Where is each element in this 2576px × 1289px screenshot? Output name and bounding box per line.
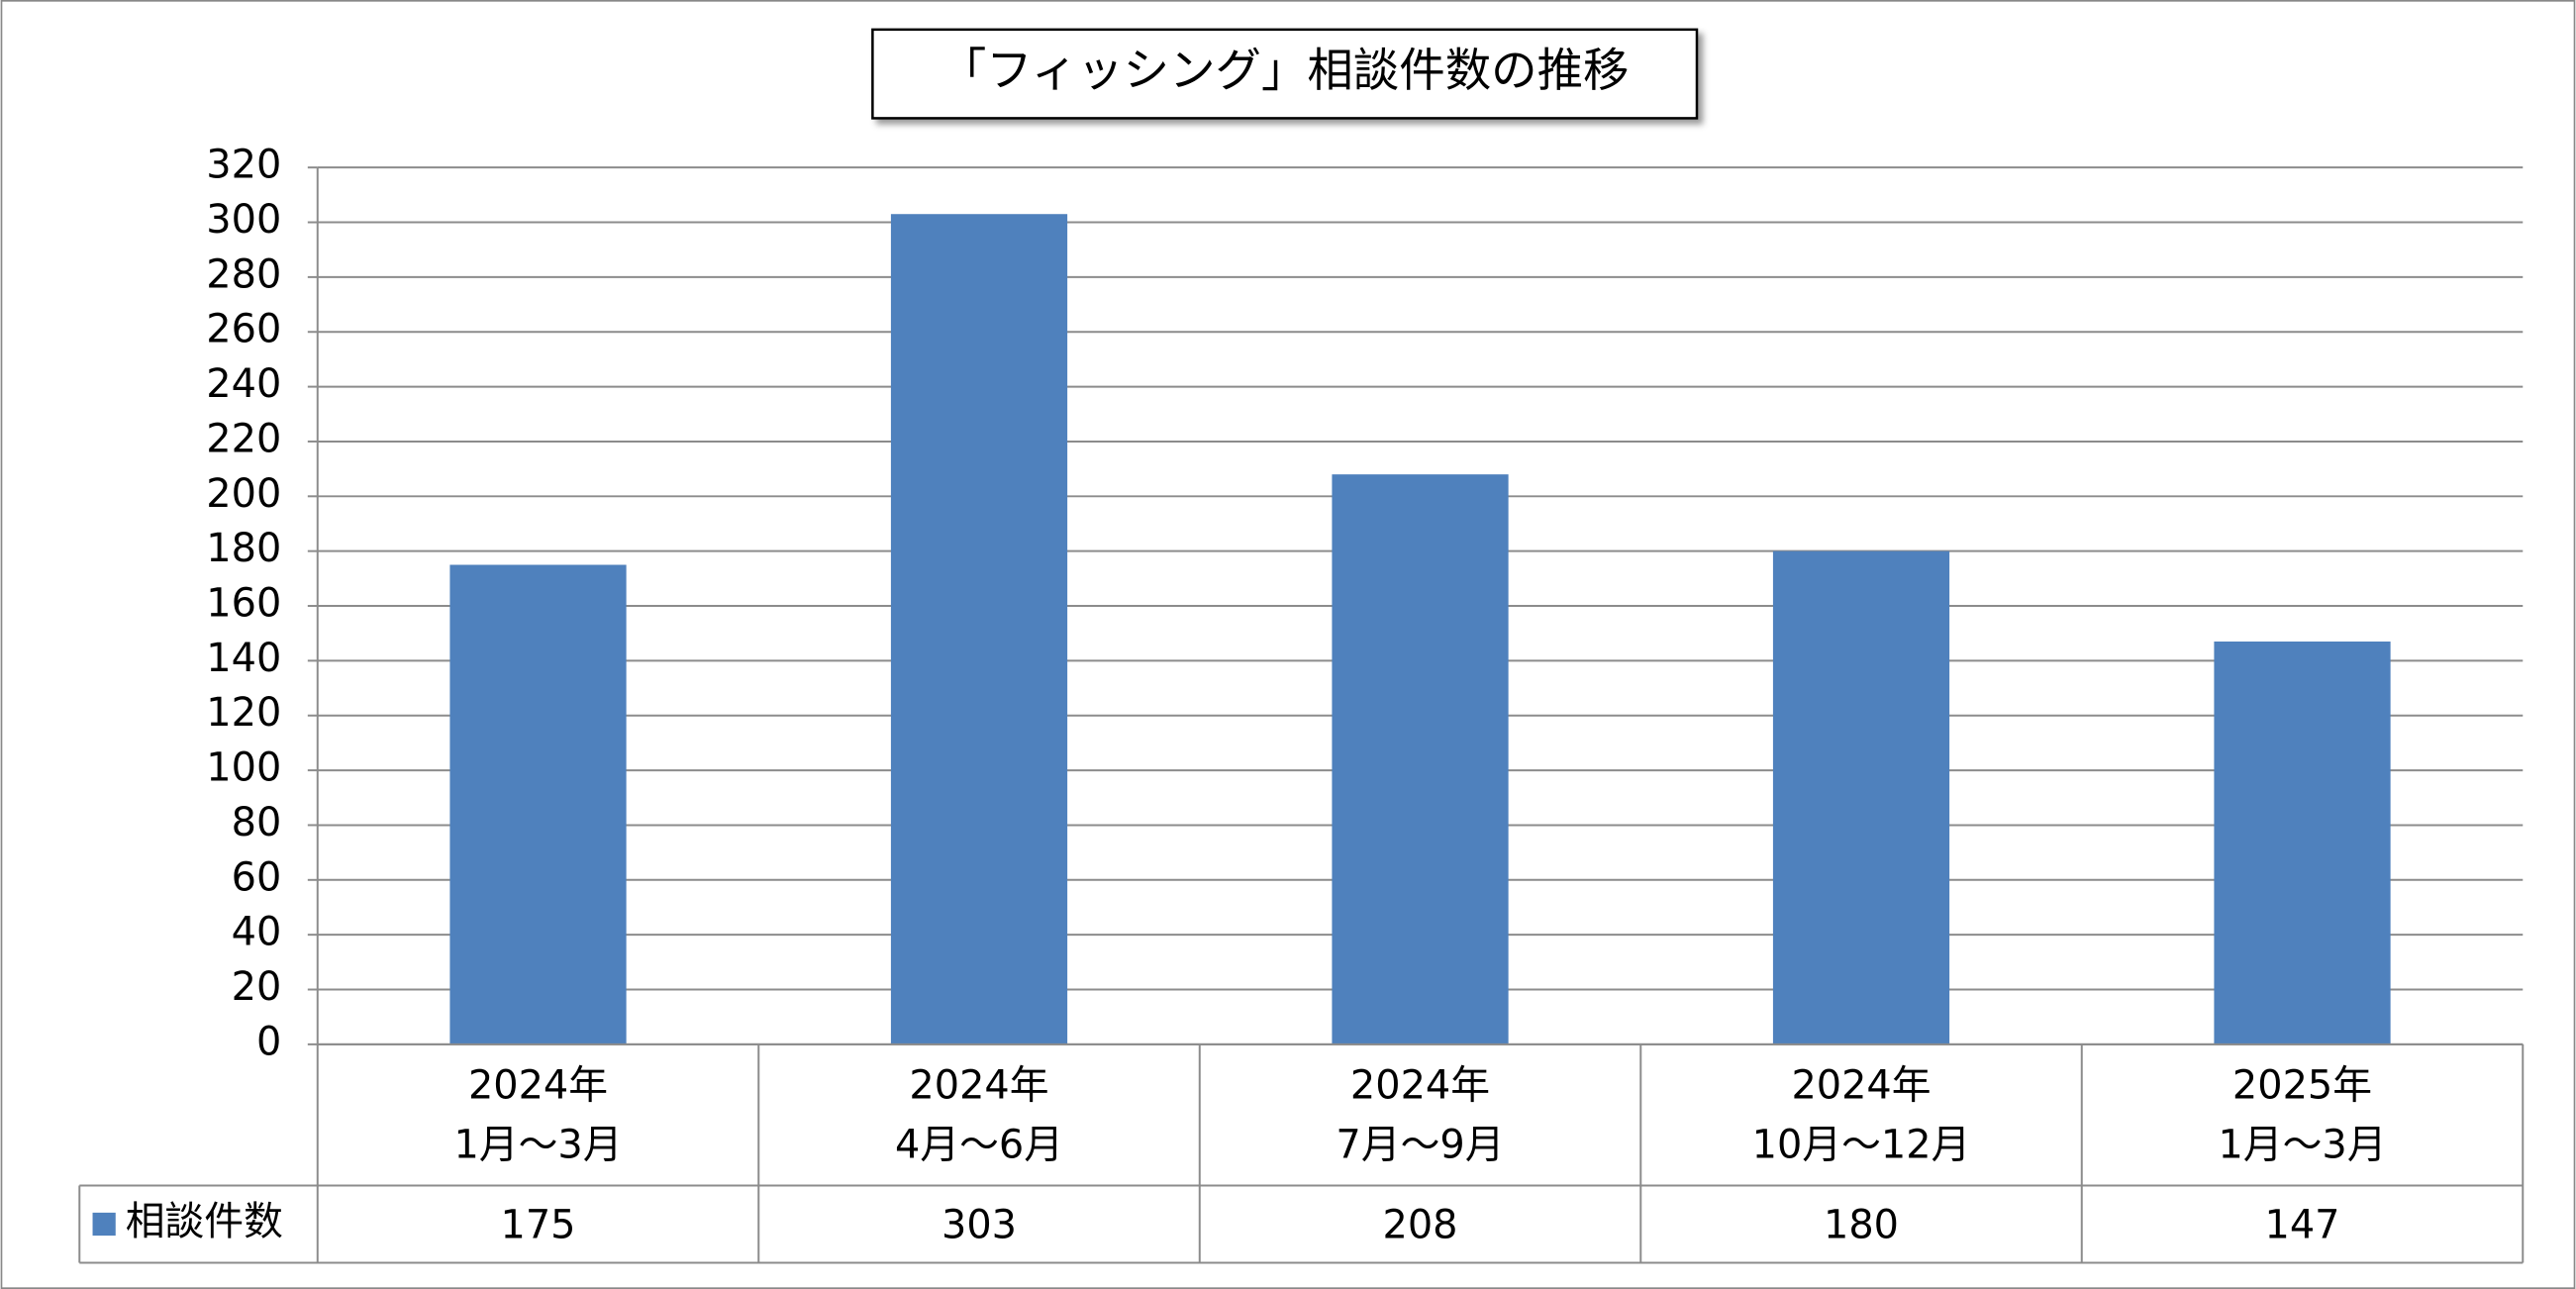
y-tick-label: 100 <box>206 745 281 791</box>
legend-swatch <box>92 1212 116 1237</box>
y-tick-label: 140 <box>206 636 281 681</box>
y-tick-label: 40 <box>232 910 282 955</box>
x-tick-label: 2024年 10月～12月 <box>1751 1062 1971 1168</box>
x-tick-label: 2024年 1月～3月 <box>453 1062 623 1168</box>
bar <box>449 564 627 1044</box>
x-tick-label: 2024年 7月～9月 <box>1336 1062 1505 1168</box>
x-tick-label-box: 2024年 7月～9月 <box>1336 1062 1505 1168</box>
y-tick-label: 0 <box>256 1019 281 1064</box>
data-table-value-box: 175 <box>500 1201 576 1247</box>
chart-title: 「フィッシング」相談件数の推移 <box>941 44 1630 97</box>
y-tick-label: 220 <box>206 416 281 461</box>
y-tick-label: 80 <box>232 800 282 845</box>
x-tick-label: 2025年 1月～3月 <box>2218 1062 2387 1168</box>
y-tick-label: 240 <box>206 361 281 407</box>
data-table-value: 208 <box>1382 1201 1458 1247</box>
y-tick-label: 120 <box>206 690 281 736</box>
y-tick-label: 160 <box>206 581 281 627</box>
legend-label: 相談件数 <box>126 1199 283 1244</box>
y-tick-label: 60 <box>232 854 282 900</box>
data-table-value-box: 147 <box>2264 1201 2340 1247</box>
y-tick-label: 180 <box>206 526 281 571</box>
data-table-value-box: 180 <box>1824 1201 1899 1247</box>
y-tick-label: 200 <box>206 471 281 517</box>
x-tick-label: 2024年 4月～6月 <box>894 1062 1064 1168</box>
data-table-value: 303 <box>941 1201 1017 1247</box>
y-tick-label: 300 <box>206 197 281 243</box>
data-table-value-box: 303 <box>941 1201 1017 1247</box>
x-tick-label-box: 2024年 4月～6月 <box>894 1062 1064 1168</box>
title-box <box>871 28 1699 120</box>
y-tick-label: 320 <box>206 143 281 188</box>
x-tick-label-box: 2025年 1月～3月 <box>2218 1062 2387 1168</box>
y-tick-label: 260 <box>206 307 281 352</box>
y-tick-label: 280 <box>206 251 281 297</box>
data-table-value: 175 <box>500 1201 576 1247</box>
y-tick-label: 20 <box>232 964 282 1010</box>
data-table-value: 147 <box>2264 1201 2340 1247</box>
bar <box>1332 474 1509 1044</box>
bar <box>2214 642 2391 1044</box>
data-table-value-box: 208 <box>1382 1201 1458 1247</box>
data-table-value: 180 <box>1824 1201 1899 1247</box>
bar <box>1772 550 1950 1044</box>
bar <box>890 214 1068 1044</box>
x-tick-label-box: 2024年 10月～12月 <box>1751 1062 1971 1168</box>
x-tick-label-box: 2024年 1月～3月 <box>453 1062 623 1168</box>
